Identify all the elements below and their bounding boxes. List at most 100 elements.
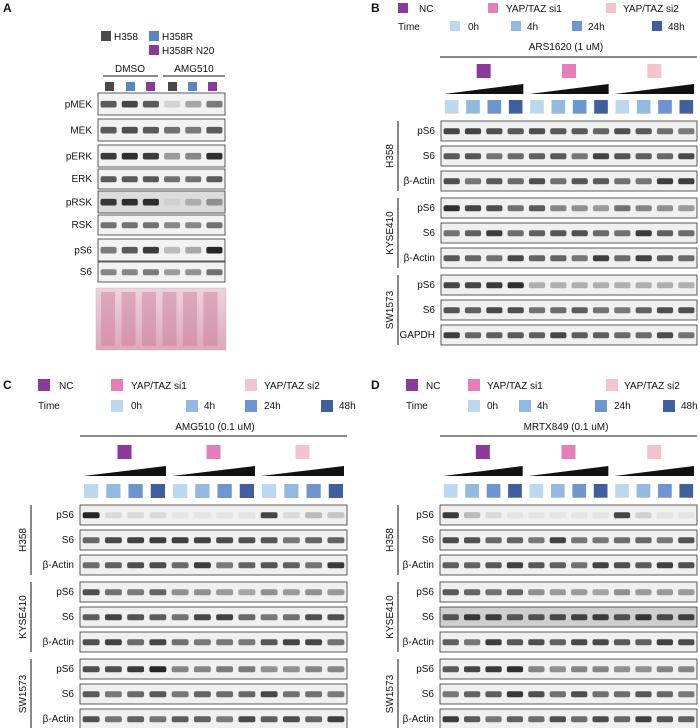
band	[142, 100, 159, 108]
legend-si1: YAP/TAZ si1	[487, 381, 543, 392]
row-label-ps6: pS6	[416, 664, 434, 675]
blot-row	[440, 170, 698, 192]
legend-4h: 4h	[204, 401, 215, 412]
band	[613, 562, 631, 569]
panel-a-blots: pMEK MEK pERK ERK pRSK RSK pS6 S6	[65, 92, 226, 283]
time-swatch	[173, 484, 188, 498]
band	[464, 307, 482, 314]
band	[463, 512, 481, 519]
band	[506, 639, 524, 646]
row-label--actin: β-Actin	[403, 560, 434, 571]
band	[164, 100, 181, 108]
band	[164, 152, 181, 160]
cell-line-sw1573: SW1573	[385, 290, 396, 329]
band	[185, 198, 202, 206]
legend-0h: 0h	[468, 22, 479, 33]
time-swatch	[128, 484, 143, 498]
band	[507, 282, 524, 289]
band	[127, 666, 145, 673]
blot-row	[440, 222, 698, 244]
band	[127, 537, 145, 544]
band	[121, 126, 138, 134]
time-swatch	[529, 484, 544, 498]
band	[635, 589, 652, 596]
band	[486, 230, 503, 237]
band	[550, 255, 567, 262]
band	[443, 178, 460, 185]
band	[104, 537, 122, 544]
row-label-s6: S6	[422, 535, 435, 546]
band	[571, 282, 588, 289]
band	[635, 512, 652, 519]
row-label-s6: S6	[423, 228, 436, 239]
band	[121, 222, 138, 229]
band	[485, 614, 502, 621]
legend-swatch-si1	[468, 379, 480, 391]
band	[216, 639, 234, 646]
band	[592, 128, 610, 135]
band	[571, 512, 588, 519]
band	[549, 537, 566, 544]
band	[185, 222, 202, 229]
ponceau-lane	[162, 292, 177, 346]
band	[193, 537, 211, 544]
legend-swatch-0h	[111, 400, 123, 412]
band	[442, 716, 459, 723]
cell-line-kyse410: KYSE410	[385, 595, 396, 639]
band	[327, 512, 345, 519]
panel-a-lane-swatches	[105, 82, 217, 91]
band	[678, 332, 695, 339]
band	[571, 205, 588, 212]
time-swatch	[150, 484, 165, 498]
band	[464, 230, 482, 237]
panel-a-label: A	[3, 1, 12, 15]
band	[142, 126, 159, 134]
time-swatch	[572, 100, 587, 114]
band	[678, 512, 695, 519]
group-amg510: AMG510	[174, 64, 214, 75]
band	[635, 282, 652, 289]
band	[442, 589, 459, 596]
legend-nc: NC	[59, 381, 73, 392]
band	[507, 230, 524, 237]
row-label-s6: S6	[422, 689, 435, 700]
lane-swatch	[208, 82, 217, 91]
band	[613, 666, 631, 673]
band	[506, 537, 524, 544]
legend-swatch-si1	[488, 3, 498, 13]
band	[528, 205, 546, 212]
blot-row	[440, 324, 698, 346]
band	[442, 562, 459, 569]
legend-swatch-h358r	[149, 31, 159, 41]
legend-48h: 48h	[681, 401, 698, 412]
band	[528, 589, 545, 596]
band	[238, 589, 256, 596]
group-swatch	[562, 64, 576, 78]
band	[443, 255, 460, 262]
band	[464, 255, 482, 262]
band	[164, 198, 181, 206]
band	[142, 222, 159, 229]
band	[142, 176, 159, 183]
band	[100, 222, 117, 229]
group-swatch	[295, 445, 310, 459]
blot-frame	[439, 554, 698, 576]
blot-frame	[79, 581, 348, 603]
band	[327, 537, 345, 544]
lane-swatch	[126, 82, 135, 91]
band	[507, 307, 524, 314]
time-swatch	[615, 484, 629, 498]
band	[656, 128, 674, 135]
band	[486, 307, 503, 314]
cell-line-sw1573: SW1573	[18, 674, 29, 713]
band	[550, 205, 567, 212]
time-swatch	[106, 484, 121, 498]
ponceau-lanes	[101, 292, 218, 346]
blot-frame	[440, 120, 698, 142]
time-swatch	[306, 484, 321, 498]
row-label-ps6: pS6	[56, 510, 74, 521]
band	[485, 639, 502, 646]
legend-24h: 24h	[264, 401, 281, 412]
band	[678, 307, 695, 314]
band	[485, 562, 502, 569]
